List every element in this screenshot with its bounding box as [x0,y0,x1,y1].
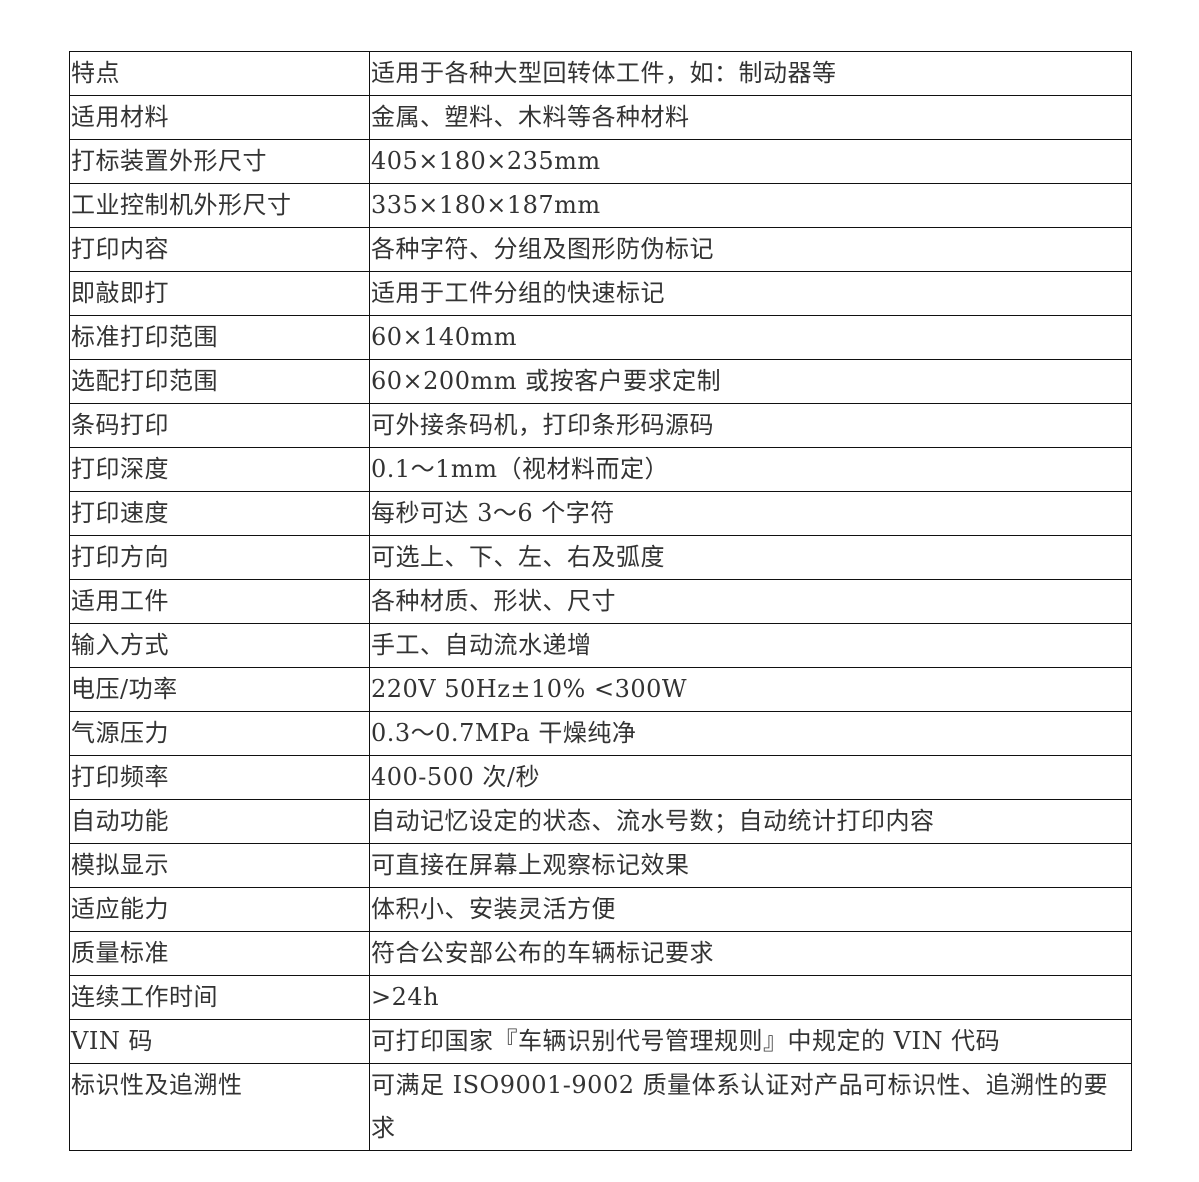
table-row: 输入方式 手工、自动流水递增 [69,623,1132,668]
spec-value: 335×180×187mm [369,183,1132,228]
spec-label: 特点 [69,51,370,96]
spec-table-body: 特点 适用于各种大型回转体工件，如：制动器等 适用材料 金属、塑料、木料等各种材料 打标… [69,51,1132,1151]
spec-label: 标准打印范围 [69,315,370,360]
spec-value: 0.1～1mm（视材料而定） [369,447,1132,492]
spec-value: 可满足 ISO9001-9002 质量体系认证对产品可标识性、追溯性的要求 [369,1063,1132,1151]
table-row: 选配打印范围 60×200mm 或按客户要求定制 [69,359,1132,404]
spec-table: 特点 适用于各种大型回转体工件，如：制动器等 适用材料 金属、塑料、木料等各种材料 打标… [69,51,1132,1151]
table-row: 质量标准 符合公安部公布的车辆标记要求 [69,931,1132,976]
spec-value: 400-500 次/秒 [369,755,1132,800]
spec-value: 0.3～0.7MPa 干燥纯净 [369,711,1132,756]
spec-label: 打标装置外形尺寸 [69,139,370,184]
spec-value: 60×200mm 或按客户要求定制 [369,359,1132,404]
spec-label: 适用工件 [69,579,370,624]
spec-label: 条码打印 [69,403,370,448]
table-row: 气源压力 0.3～0.7MPa 干燥纯净 [69,711,1132,756]
table-row: 工业控制机外形尺寸 335×180×187mm [69,183,1132,228]
table-row: 适用材料 金属、塑料、木料等各种材料 [69,95,1132,140]
table-row: 打标装置外形尺寸 405×180×235mm [69,139,1132,184]
table-row: VIN 码可打印国家『车辆识别代号管理规则』中规定的 VIN 代码 [69,1019,1132,1064]
table-row: 特点 适用于各种大型回转体工件，如：制动器等 [69,51,1132,96]
spec-label: 输入方式 [69,623,370,668]
table-row: 适用工件 各种材质、形状、尺寸 [69,579,1132,624]
spec-label: 适用材料 [69,95,370,140]
spec-value: >24h [369,975,1132,1020]
table-row: 打印内容 各种字符、分组及图形防伪标记 [69,227,1132,272]
spec-label: VIN 码 [69,1019,370,1064]
spec-value: 各种材质、形状、尺寸 [369,579,1132,624]
table-row: 适应能力 体积小、安装灵活方便 [69,887,1132,932]
spec-label: 气源压力 [69,711,370,756]
table-row: 模拟显示 可直接在屏幕上观察标记效果 [69,843,1132,888]
spec-label: 选配打印范围 [69,359,370,404]
table-row: 标识性及追溯性 可满足 ISO9001-9002 质量体系认证对产品可标识性、追溯… [69,1063,1132,1151]
spec-value: 可选上、下、左、右及弧度 [369,535,1132,580]
spec-value: 符合公安部公布的车辆标记要求 [369,931,1132,976]
spec-value: 适用于工件分组的快速标记 [369,271,1132,316]
spec-label: 打印方向 [69,535,370,580]
spec-value: 220V 50Hz±10% <300W [369,667,1132,712]
table-row: 条码打印 可外接条码机，打印条形码源码 [69,403,1132,448]
spec-value: 金属、塑料、木料等各种材料 [369,95,1132,140]
table-row: 打印深度 0.1～1mm（视材料而定） [69,447,1132,492]
table-row: 打印方向 可选上、下、左、右及弧度 [69,535,1132,580]
spec-value: 405×180×235mm [369,139,1132,184]
spec-value: 可打印国家『车辆识别代号管理规则』中规定的 VIN 代码 [369,1019,1132,1064]
spec-label: 电压/功率 [69,667,370,712]
table-row: 即敲即打 适用于工件分组的快速标记 [69,271,1132,316]
spec-value: 各种字符、分组及图形防伪标记 [369,227,1132,272]
table-row: 打印速度 每秒可达 3～6 个字符 [69,491,1132,536]
spec-value: 可直接在屏幕上观察标记效果 [369,843,1132,888]
spec-label: 打印内容 [69,227,370,272]
spec-label: 打印深度 [69,447,370,492]
spec-label: 质量标准 [69,931,370,976]
spec-value: 60×140mm [369,315,1132,360]
spec-label: 自动功能 [69,799,370,844]
spec-value: 体积小、安装灵活方便 [369,887,1132,932]
spec-label: 适应能力 [69,887,370,932]
table-row: 标准打印范围 60×140mm [69,315,1132,360]
table-row: 自动功能 自动记忆设定的状态、流水号数；自动统计打印内容 [69,799,1132,844]
spec-label: 模拟显示 [69,843,370,888]
spec-value: 自动记忆设定的状态、流水号数；自动统计打印内容 [369,799,1132,844]
table-row: 连续工作时间 >24h [69,975,1132,1020]
spec-value: 适用于各种大型回转体工件，如：制动器等 [369,51,1132,96]
spec-value: 每秒可达 3～6 个字符 [369,491,1132,536]
spec-label: 连续工作时间 [69,975,370,1020]
table-row: 打印频率 400-500 次/秒 [69,755,1132,800]
table-row: 电压/功率 220V 50Hz±10% <300W [69,667,1132,712]
spec-label: 打印速度 [69,491,370,536]
spec-value: 手工、自动流水递增 [369,623,1132,668]
spec-value: 可外接条码机，打印条形码源码 [369,403,1132,448]
spec-label: 即敲即打 [69,271,370,316]
spec-label: 标识性及追溯性 [69,1063,370,1151]
spec-label: 工业控制机外形尺寸 [69,183,370,228]
spec-label: 打印频率 [69,755,370,800]
